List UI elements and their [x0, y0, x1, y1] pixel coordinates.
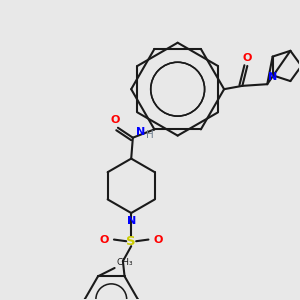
Text: O: O: [154, 235, 163, 244]
Text: O: O: [99, 235, 109, 244]
Text: N: N: [268, 71, 277, 82]
Text: N: N: [136, 127, 145, 137]
Text: N: N: [127, 216, 136, 226]
Text: CH₃: CH₃: [116, 258, 133, 267]
Text: H: H: [146, 130, 154, 140]
Text: S: S: [126, 235, 136, 248]
Text: O: O: [111, 115, 120, 125]
Text: O: O: [243, 53, 252, 63]
